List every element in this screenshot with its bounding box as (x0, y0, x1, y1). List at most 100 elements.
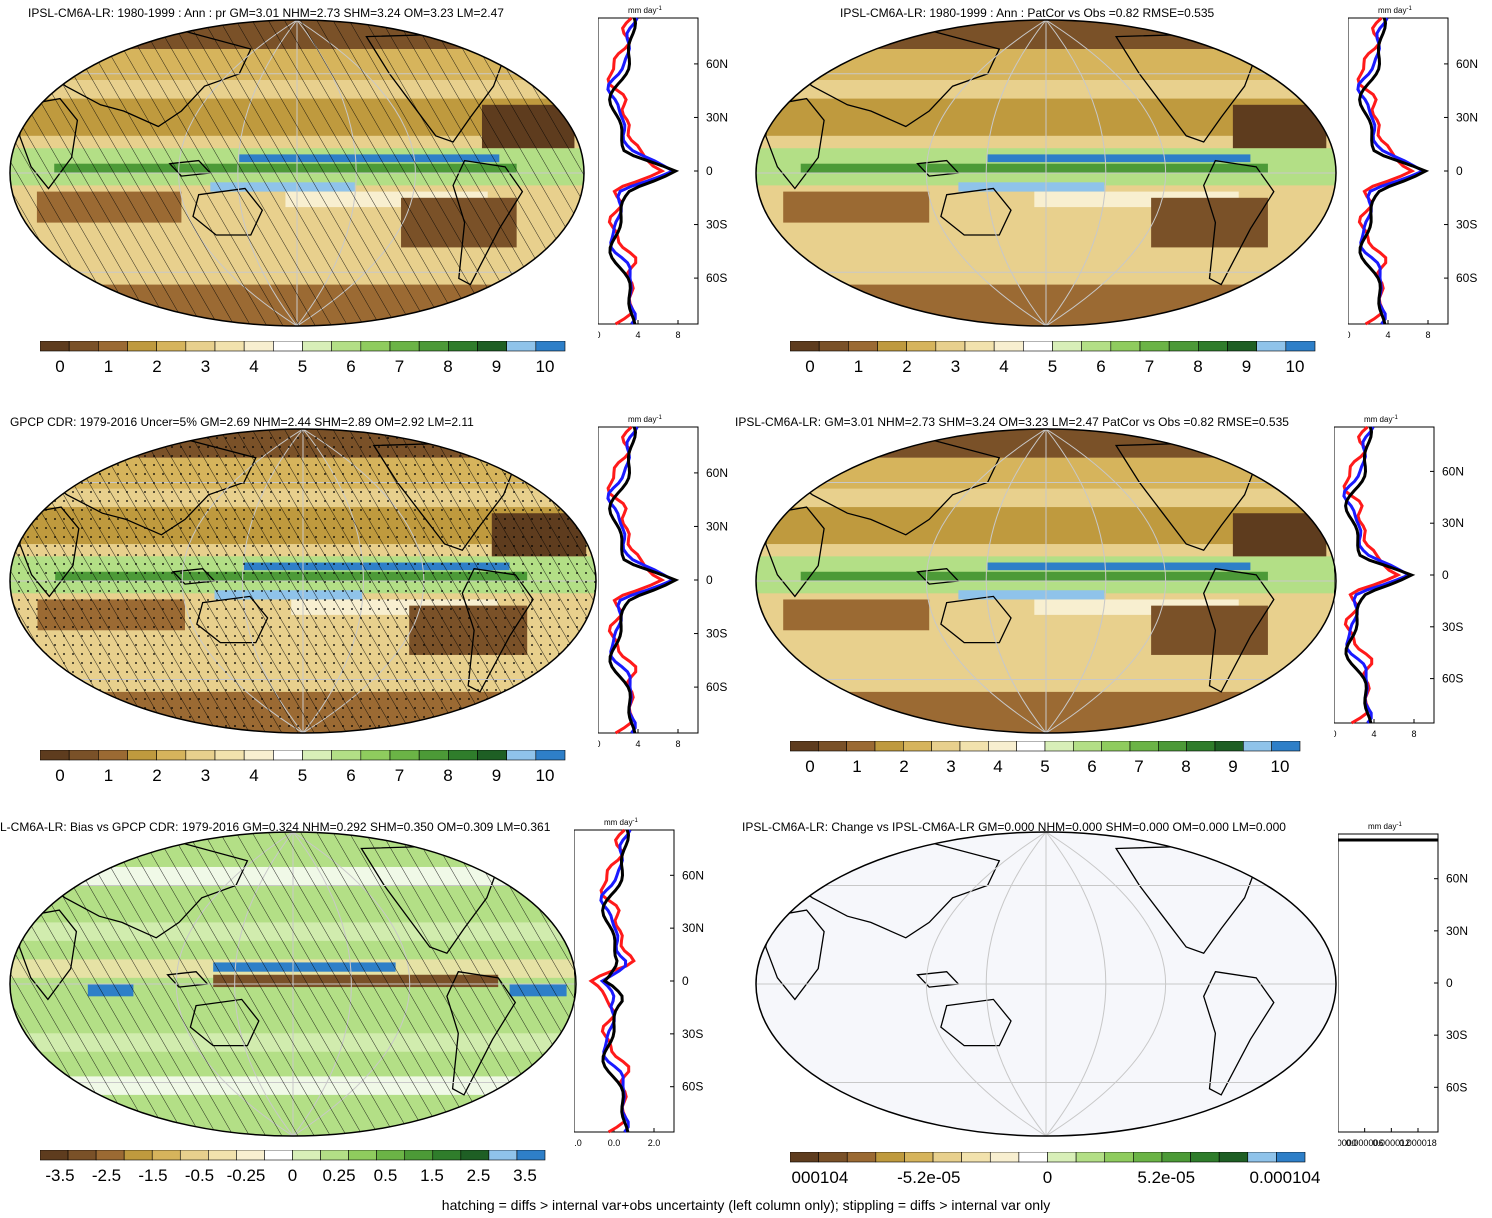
colorbar-label: 5 (1048, 357, 1057, 376)
colorbar-label: 8 (443, 357, 452, 376)
colorbar-label: 3 (201, 357, 210, 376)
colorbar: 0 1 2 3 4 5 6 7 8 9 10 (39, 340, 605, 382)
svg-text:30N: 30N (706, 519, 728, 533)
svg-text:60N: 60N (682, 868, 704, 882)
svg-text:0.0: 0.0 (608, 1138, 621, 1148)
colorbar-label: 4 (993, 757, 1002, 776)
colorbar-label: 0.25 (322, 1166, 355, 1185)
colorbar-label: 1 (104, 766, 113, 785)
colorbar-label: 8 (1181, 757, 1190, 776)
colorbar-label: 3 (951, 357, 960, 376)
svg-text:0: 0 (706, 164, 713, 178)
colorbar-label: 5.2e-05 (1137, 1168, 1195, 1187)
svg-text:30N: 30N (706, 110, 728, 124)
svg-text:60S: 60S (1442, 672, 1463, 686)
svg-text:8: 8 (1425, 330, 1430, 340)
svg-text:0: 0 (598, 330, 601, 340)
colorbar-label: 2 (899, 757, 908, 776)
colorbar-label: 5 (298, 766, 307, 785)
svg-text:8: 8 (1411, 729, 1416, 739)
svg-text:60S: 60S (1456, 271, 1477, 285)
colorbar-label: 4 (249, 357, 258, 376)
colorbar-label: 5 (298, 357, 307, 376)
panel-title: GPCP CDR: 1979-2016 Uncer=5% GM=2.69 NHM… (10, 415, 474, 429)
colorbar-label: 1 (104, 357, 113, 376)
colorbar: 0 1 2 3 4 5 6 7 8 9 10 (789, 740, 1340, 782)
colorbar-label: 0 (805, 757, 814, 776)
map-panel (755, 428, 1337, 734)
map-panel (9, 428, 597, 734)
colorbar-label: 9 (1242, 357, 1251, 376)
svg-text:0: 0 (1446, 976, 1453, 990)
footer-note: hatching = diffs > internal var+obs unce… (441, 1197, 1051, 1213)
colorbar-label: 10 (536, 766, 555, 785)
colorbar-label: 6 (346, 357, 355, 376)
svg-text:mm day-1: mm day-1 (1368, 822, 1402, 831)
svg-text:4: 4 (1385, 330, 1390, 340)
colorbar-label: 0 (55, 766, 64, 785)
colorbar-label: -2.5 (92, 1166, 121, 1185)
svg-text:60N: 60N (1456, 57, 1478, 71)
svg-text:4: 4 (1371, 729, 1376, 739)
panel-title: IPSL-CM6A-LR: 1980-1999 : Ann : pr GM=3.… (28, 6, 504, 20)
svg-text:2.0: 2.0 (648, 1138, 661, 1148)
colorbar: -0.000104 -5.2e-05 0 5.2e-05 0.000104 (772, 1151, 1345, 1193)
svg-text:8: 8 (675, 739, 680, 749)
colorbar-label: 7 (1145, 357, 1154, 376)
map-panel (755, 831, 1337, 1137)
svg-text:30S: 30S (706, 627, 727, 641)
colorbar-label: 6 (346, 766, 355, 785)
svg-text:4: 4 (635, 330, 640, 340)
svg-text:mm day-1: mm day-1 (628, 415, 662, 424)
svg-text:30S: 30S (706, 218, 727, 232)
map-panel (9, 19, 585, 327)
colorbar-label: 2 (902, 357, 911, 376)
colorbar-label: 1.5 (420, 1166, 444, 1185)
zonal-mean-plot: mm day-1 60N 30N 0 30S 60S 0 4 8 (1334, 415, 1464, 739)
map-panel (9, 831, 577, 1137)
colorbar-label: 10 (536, 357, 555, 376)
colorbar-label: -5.2e-05 (897, 1168, 960, 1187)
colorbar-label: 7 (395, 357, 404, 376)
svg-text:60S: 60S (706, 271, 727, 285)
svg-text:60N: 60N (706, 57, 728, 71)
map-panel (755, 19, 1337, 327)
colorbar-label: 0.5 (374, 1166, 398, 1185)
colorbar-label: 7 (1134, 757, 1143, 776)
colorbar-label: 5 (1040, 757, 1049, 776)
colorbar-label: -0.000104 (790, 1168, 848, 1187)
svg-text:0: 0 (706, 573, 713, 587)
svg-text:mm day-1: mm day-1 (1364, 415, 1398, 424)
svg-text:0.000006: 0.000006 (1346, 1138, 1384, 1148)
svg-text:0: 0 (1334, 729, 1337, 739)
colorbar-label: 3 (201, 766, 210, 785)
svg-text:30S: 30S (1456, 218, 1477, 232)
svg-text:0: 0 (598, 739, 601, 749)
svg-text:4: 4 (635, 739, 640, 749)
svg-text:8: 8 (675, 330, 680, 340)
colorbar-label: 8 (1193, 357, 1202, 376)
colorbar-label: 3 (946, 757, 955, 776)
colorbar-label: 9 (1228, 757, 1237, 776)
colorbar-label: 8 (443, 766, 452, 785)
colorbar-label: 2 (152, 766, 161, 785)
colorbar-label: 1 (852, 757, 861, 776)
zonal-mean-plot: mm day-1 60N 30N 0 30S 60S -2.0 0.0 2.0 (574, 818, 704, 1148)
svg-text:60N: 60N (1442, 464, 1464, 478)
colorbar: 0 1 2 3 4 5 6 7 8 9 10 (789, 340, 1355, 382)
panel-title: IPSL-CM6A-LR: Change vs IPSL-CM6A-LR GM=… (742, 820, 1286, 834)
zonal-mean-plot: mm day-1 60N 30N 0 30S 60S 0 4 8 (1348, 6, 1478, 340)
panel-title: L-CM6A-LR: Bias vs GPCP CDR: 1979-2016 G… (0, 820, 551, 834)
colorbar-label: -3.5 (45, 1166, 74, 1185)
svg-text:0: 0 (1442, 568, 1449, 582)
svg-text:mm day-1: mm day-1 (1378, 6, 1412, 15)
colorbar: -3.5 -2.5 -1.5 -0.5 -0.25 0 0.25 0.5 1.5 2.5 3.5 (39, 1149, 585, 1191)
colorbar-label: 2.5 (467, 1166, 491, 1185)
colorbar-label: 0.000104 (1250, 1168, 1321, 1187)
zonal-mean-plot: mm day-1 60N 30N 0 30S 60S 0 4 8 (598, 6, 728, 340)
svg-text:60N: 60N (706, 466, 728, 480)
svg-text:60N: 60N (1446, 872, 1468, 886)
colorbar-label: 4 (999, 357, 1008, 376)
colorbar-label: -0.5 (185, 1166, 214, 1185)
colorbar-label: 0 (1043, 1168, 1052, 1187)
